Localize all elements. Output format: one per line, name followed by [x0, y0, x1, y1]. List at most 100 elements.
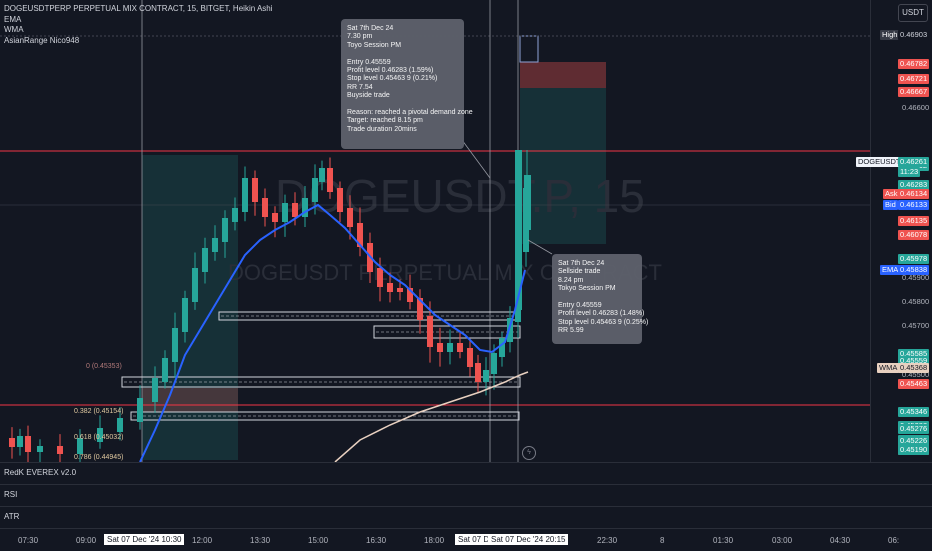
indicator-label[interactable]: ATR: [4, 512, 20, 521]
bid-tag: Bid: [883, 200, 898, 210]
candle-body: [262, 198, 268, 217]
lightning-icon[interactable]: ϟ: [522, 446, 536, 460]
candle-body: [182, 298, 188, 332]
symbol-title[interactable]: DOGEUSDTPERP PERPETUAL MIX CONTRACT, 15,…: [4, 4, 273, 13]
chart-area[interactable]: DOGEUSDT.P, 15 DOGEUSDT PERPETUAL MIX CON…: [0, 0, 870, 462]
crosshair-time-left: Sat 07 Dec '24 10:30: [104, 534, 185, 545]
candle-body: [152, 378, 158, 402]
ema-value: 0.45838: [898, 265, 930, 275]
time-label: 01:30: [713, 536, 734, 545]
price-level-label: 0.46721: [898, 74, 930, 85]
fib-level-0618: 0.618 (0.45032): [74, 434, 124, 441]
position-target-box: [519, 35, 539, 63]
candle-body: [397, 288, 403, 292]
candle-body: [483, 370, 489, 382]
time-label: 22:30: [597, 536, 618, 545]
fib-level-0: 0 (0.45353): [86, 363, 122, 370]
wma-value: 0.45368: [898, 363, 930, 373]
note-pointer: [527, 239, 553, 255]
fib-level-0382: 0.382 (0.45154): [74, 408, 124, 415]
price-level-label: 0.45978: [898, 254, 930, 265]
candle-body: [427, 316, 433, 347]
indicator-label[interactable]: RSI: [4, 490, 18, 499]
sell-trade-note[interactable]: Sat 7th Dec 24 Sellside trade 8.24 pm To…: [552, 254, 648, 344]
candle-body: [467, 348, 473, 367]
candle-body: [252, 178, 258, 202]
high-value: 0.46903: [898, 30, 930, 40]
price-level-label: 0.45276: [898, 424, 930, 435]
price-level-label: 0.45585: [898, 349, 930, 360]
candle-body: [327, 168, 333, 192]
candle-body: [117, 418, 123, 432]
demand-zone-box: [130, 411, 520, 421]
price-level-label: 0.46782: [898, 59, 930, 70]
demand-zone-box: [373, 325, 521, 339]
time-label: 13:30: [250, 536, 271, 545]
price-level-label: 0.45463: [898, 378, 930, 389]
candle-body: [507, 318, 513, 342]
candle-body: [377, 268, 383, 287]
time-label: 06:: [888, 536, 900, 545]
candle-body: [212, 238, 218, 252]
candle-body: [417, 298, 423, 320]
time-label: 04:30: [830, 536, 851, 545]
candle-body: [457, 343, 463, 352]
candle-body: [97, 428, 103, 442]
candle-body: [407, 288, 413, 302]
indicator-panel-rsi[interactable]: RSI: [0, 484, 932, 507]
price-tick: 0.46600: [902, 103, 930, 113]
candle-body: [172, 328, 178, 362]
indicator-label[interactable]: RedK EVEREX v2.0: [4, 468, 77, 477]
price-level-label: 0.45226: [898, 436, 930, 447]
time-label: 07:30: [18, 536, 39, 545]
candle-body: [222, 218, 228, 242]
candle-body: [491, 353, 497, 374]
indicator-panel-everex[interactable]: RedK EVEREX v2.0: [0, 462, 932, 485]
crosshair-time-mid: Sat 07 Dє: [455, 534, 497, 545]
high-tag: High: [880, 30, 900, 40]
time-label: 8: [660, 536, 665, 545]
asian-range-zone: [142, 155, 238, 460]
legend-ema[interactable]: EMA: [4, 14, 22, 24]
price-level-label: 0.46135: [898, 216, 930, 227]
chart-legend: DOGEUSDTPERP PERPETUAL MIX CONTRACT, 15,…: [4, 4, 273, 46]
candle-body: [77, 438, 83, 454]
crosshair-time-right: Sat 07 Dec '24 20:15: [488, 534, 569, 545]
buy-trade-note[interactable]: Sat 7th Dec 24 7.30 pm Toyo Session PM E…: [341, 19, 473, 149]
legend-asian-range[interactable]: AsianRange Nico948: [4, 35, 80, 45]
bid-value: 0.46133: [898, 200, 930, 210]
asian-range-zone: [520, 88, 606, 244]
note-pointer: [461, 139, 491, 179]
price-level-label: 0.46283: [898, 180, 930, 191]
fib-level-0786: 0.786 (0.44945): [74, 454, 124, 461]
candle-body: [312, 178, 318, 202]
candle-body: [272, 213, 278, 222]
price-tick: 0.45500: [902, 369, 930, 379]
currency-button[interactable]: USDT: [898, 4, 928, 22]
time-label: 12:00: [192, 536, 213, 545]
time-label: 03:00: [772, 536, 793, 545]
candle-body: [499, 338, 505, 357]
candle-body: [57, 446, 63, 454]
candle-body: [475, 363, 481, 382]
time-label: 16:30: [366, 536, 387, 545]
demand-zone-box: [121, 376, 521, 388]
candle-body: [337, 188, 343, 212]
candle-body: [137, 398, 143, 422]
wma-line: [334, 371, 529, 462]
time-label: 09:00: [76, 536, 97, 545]
ema-line: [139, 203, 526, 462]
candle-body: [162, 358, 168, 382]
price-tick: 0.45700: [902, 321, 930, 331]
candle-body: [292, 203, 298, 217]
time-label: 15:00: [308, 536, 329, 545]
candle-body: [242, 178, 248, 212]
candle-body: [9, 438, 15, 447]
candle-body: [302, 198, 308, 217]
legend-wma[interactable]: WMA: [4, 25, 24, 34]
indicator-panel-atr[interactable]: ATR: [0, 506, 932, 529]
time-axis[interactable]: 07:30 09:00 Sat 07 Dec '24 10:30 12:00 1…: [0, 528, 932, 551]
price-tick: 0.45900: [902, 272, 930, 282]
last-price: 0.46261: [898, 157, 930, 167]
